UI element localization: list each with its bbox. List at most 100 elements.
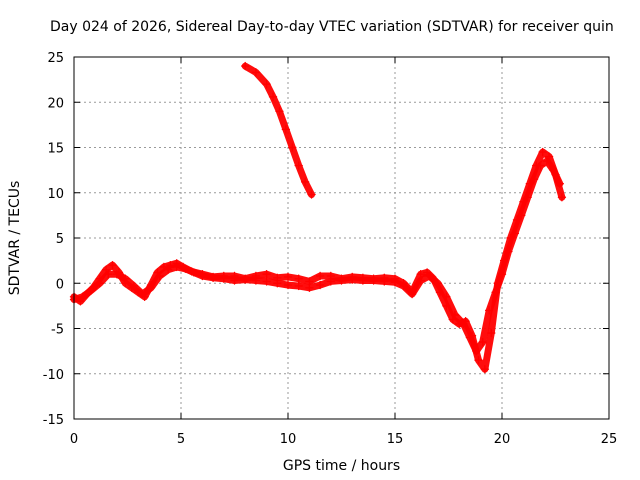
- data-point: [450, 310, 460, 320]
- y-tick-label: -10: [43, 368, 64, 383]
- grid-lines: [74, 57, 609, 419]
- data-point: [241, 275, 250, 284]
- x-axis-label: GPS time / hours: [283, 458, 400, 474]
- y-axis-label: SDTVAR / TECUs: [7, 181, 23, 296]
- data-point: [315, 271, 325, 281]
- data-point: [480, 365, 490, 374]
- data-point: [78, 292, 87, 302]
- y-tick-label: 10: [47, 187, 64, 202]
- data-point: [549, 165, 558, 175]
- data-point: [262, 270, 271, 279]
- data-point: [380, 277, 389, 286]
- x-tick-label: 20: [494, 432, 511, 447]
- data-point: [487, 328, 496, 338]
- series-band-arc-3: [70, 157, 564, 355]
- data-point: [108, 260, 117, 270]
- data-point: [542, 156, 552, 166]
- series-band-arc-2: [70, 148, 566, 373]
- x-tick-label: 25: [601, 432, 618, 447]
- data-point: [112, 270, 121, 279]
- data-point: [326, 277, 335, 286]
- y-tick-label: 15: [47, 142, 64, 157]
- x-tick-label: 0: [70, 432, 78, 447]
- data-point: [155, 271, 164, 281]
- data-point: [198, 271, 207, 281]
- data-point: [305, 283, 314, 292]
- chart-title: Day 024 of 2026, Sidereal Day-to-day VTE…: [50, 19, 614, 35]
- data-point: [557, 193, 567, 202]
- data-point: [163, 265, 173, 274]
- data-point: [474, 355, 483, 365]
- data-point: [478, 337, 487, 347]
- data-point: [95, 279, 104, 288]
- data-point: [465, 333, 475, 342]
- data-point: [208, 273, 218, 283]
- data-point: [491, 288, 500, 297]
- axis-ticks: 0 5 10 15 20 25 -15 -10 -5 0 5 10 15 20 25: [43, 51, 618, 447]
- data-point: [251, 68, 261, 77]
- data-point: [138, 289, 147, 299]
- data-point: [268, 92, 278, 102]
- data-point: [294, 161, 303, 170]
- data-series: [69, 61, 567, 374]
- data-point: [523, 193, 532, 202]
- data-point: [459, 319, 468, 329]
- data-point: [283, 280, 293, 290]
- data-point: [181, 264, 190, 273]
- data-point: [129, 281, 139, 291]
- data-point: [230, 276, 239, 285]
- y-tick-label: 20: [47, 96, 64, 111]
- data-point: [484, 306, 494, 315]
- data-point: [275, 107, 284, 116]
- data-point: [433, 279, 442, 288]
- data-point: [337, 276, 346, 285]
- data-point: [307, 190, 316, 199]
- y-tick-label: 0: [56, 277, 64, 292]
- data-point: [294, 274, 303, 283]
- data-point: [315, 280, 325, 290]
- data-point: [262, 277, 271, 286]
- data-point: [358, 276, 368, 285]
- data-point: [416, 276, 425, 285]
- data-point: [472, 346, 481, 356]
- data-point: [281, 125, 291, 134]
- series-band-arc-1: [241, 62, 315, 199]
- data-point: [497, 270, 507, 279]
- data-point: [121, 274, 130, 283]
- data-point: [273, 279, 282, 288]
- data-point: [555, 179, 564, 188]
- data-point: [86, 286, 96, 295]
- data-point: [517, 211, 526, 220]
- y-tick-label: 5: [56, 232, 64, 247]
- y-tick-label: -15: [43, 413, 64, 428]
- y-tick-label: -5: [51, 323, 64, 338]
- x-tick-label: 10: [280, 432, 297, 447]
- data-point: [399, 281, 408, 291]
- data-point: [251, 276, 261, 285]
- data-point: [219, 274, 228, 283]
- x-tick-label: 5: [177, 432, 185, 447]
- data-point: [146, 283, 156, 292]
- data-point: [241, 61, 250, 71]
- data-point: [504, 247, 513, 256]
- data-point: [294, 281, 303, 291]
- data-point: [283, 272, 293, 282]
- x-tick-label: 15: [387, 432, 404, 447]
- data-point: [407, 289, 417, 299]
- data-point: [425, 271, 434, 281]
- data-point: [300, 177, 310, 187]
- data-point: [510, 229, 520, 238]
- data-point: [390, 278, 400, 287]
- data-point: [529, 174, 539, 184]
- data-point: [369, 276, 378, 285]
- data-point: [538, 147, 547, 157]
- data-point: [442, 292, 451, 302]
- data-point: [104, 270, 113, 279]
- data-point: [348, 275, 357, 284]
- data-point: [189, 268, 199, 277]
- y-tick-label: 25: [47, 51, 64, 66]
- data-point: [288, 143, 297, 152]
- data-point: [536, 161, 545, 170]
- data-point: [172, 262, 181, 272]
